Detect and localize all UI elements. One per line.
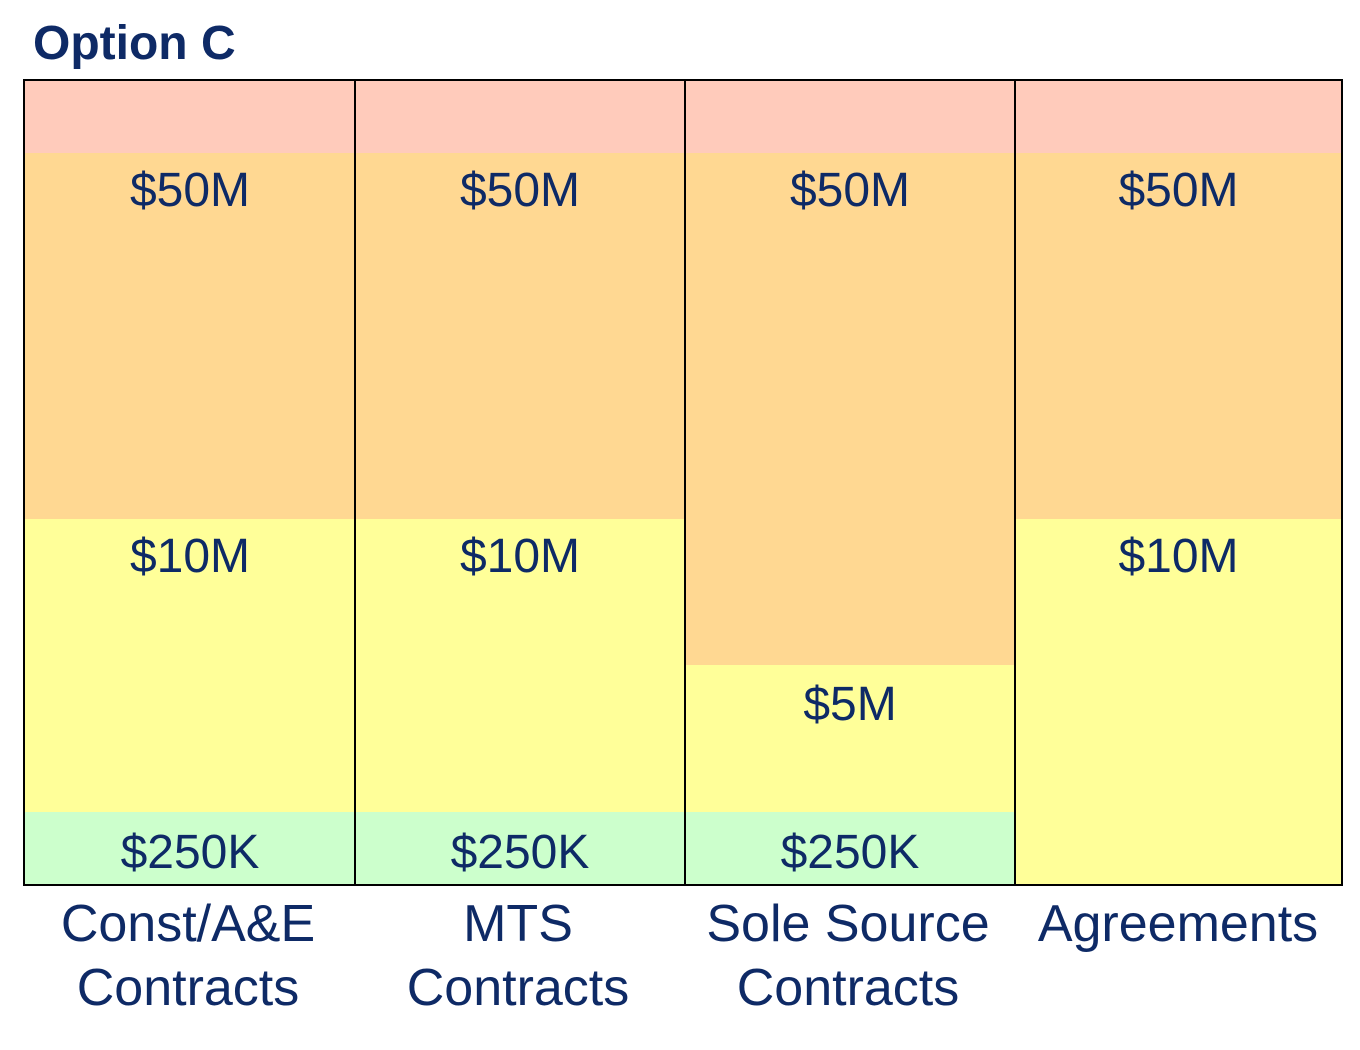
category-label-mts: MTS Contracts <box>353 892 683 1020</box>
band-orange <box>25 153 355 519</box>
category-label-sole-source: Sole Source Contracts <box>683 892 1013 1020</box>
category-label-line2: Contracts <box>406 959 630 1017</box>
column-const-ae: $50M $10M $250K <box>25 81 355 884</box>
band-orange <box>686 153 1014 665</box>
band-pink <box>1016 81 1341 153</box>
category-label-line1: Sole Source <box>706 895 990 953</box>
threshold-top: $50M <box>1118 164 1239 217</box>
threshold-middle: $5M <box>803 678 897 731</box>
category-label-line1: MTS <box>463 895 573 953</box>
threshold-middle: $10M <box>129 530 251 583</box>
band-yellow <box>356 519 684 812</box>
band-orange <box>356 153 684 519</box>
threshold-top: $50M <box>459 164 581 217</box>
column-agreements: $50M $10M <box>1014 81 1341 884</box>
band-yellow <box>1016 519 1341 884</box>
threshold-grid: $50M $10M $250K $50M $10M $250K $50M $5M… <box>23 79 1343 886</box>
band-yellow <box>686 665 1014 812</box>
band-orange <box>1016 153 1341 519</box>
band-pink <box>25 81 355 153</box>
band-yellow <box>25 519 355 812</box>
column-mts: $50M $10M $250K <box>354 81 684 884</box>
category-label-line2: Contracts <box>76 959 300 1017</box>
threshold-top: $50M <box>789 164 911 217</box>
threshold-middle: $10M <box>459 530 581 583</box>
band-pink <box>686 81 1014 153</box>
category-label-line2: Contracts <box>736 959 960 1017</box>
band-green <box>25 812 355 884</box>
threshold-middle: $10M <box>1118 530 1239 583</box>
threshold-bottom: $250K <box>120 826 260 879</box>
category-label-const-ae: Const/A&E Contracts <box>23 892 353 1020</box>
band-pink <box>356 81 684 153</box>
category-label-line1: Agreements <box>1037 895 1319 953</box>
category-label-agreements: Agreements <box>1013 892 1343 956</box>
band-green <box>356 812 684 884</box>
threshold-bottom: $250K <box>450 826 590 879</box>
band-green <box>686 812 1014 884</box>
category-label-line1: Const/A&E <box>60 895 316 953</box>
threshold-top: $50M <box>129 164 251 217</box>
threshold-bottom: $250K <box>780 826 920 879</box>
page-title: Option C <box>33 17 236 70</box>
column-sole-source: $50M $5M $250K <box>684 81 1014 884</box>
